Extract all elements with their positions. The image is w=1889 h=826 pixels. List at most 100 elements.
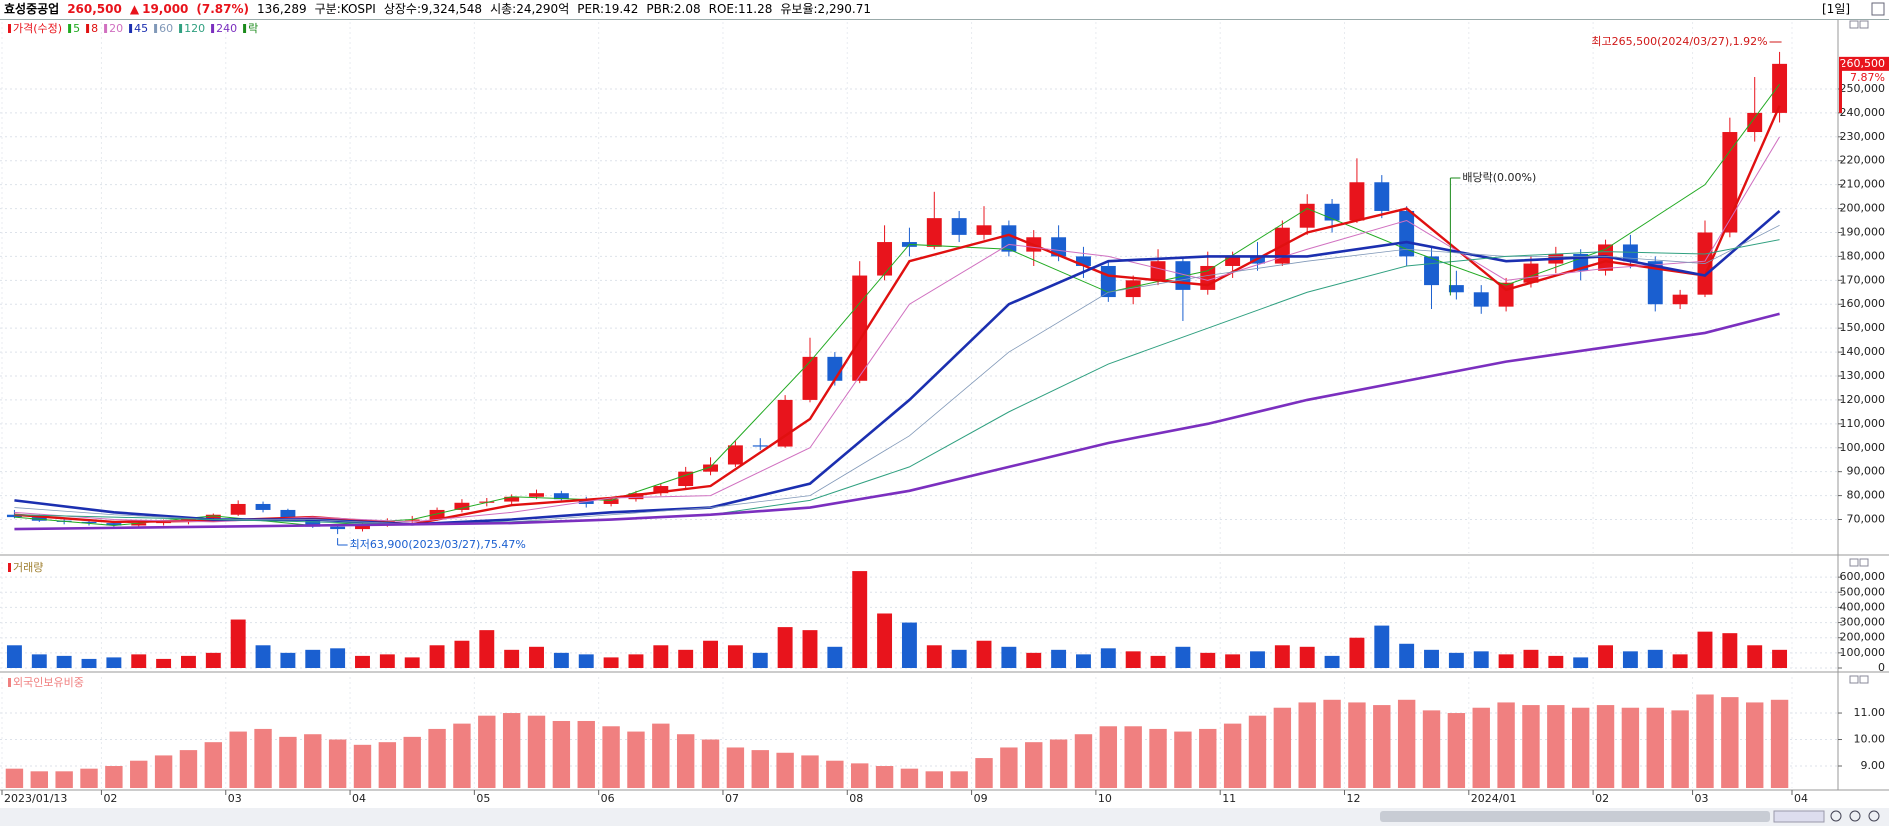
candle-body [1523, 263, 1539, 283]
foreign-bar [751, 750, 769, 788]
ma-line [14, 136, 1780, 523]
zoom-slider[interactable] [1773, 810, 1825, 823]
legend-swatch [86, 24, 90, 33]
volume-bar [1324, 655, 1340, 668]
volume-bar [727, 645, 743, 668]
panel-btn[interactable] [1849, 20, 1859, 29]
y-tick-label: 250,000 [1840, 82, 1886, 95]
foreign-bar [1472, 707, 1490, 788]
volume-bar [1424, 649, 1439, 668]
y-tick-label: 210,000 [1840, 178, 1886, 191]
zoom-icon[interactable] [1868, 810, 1880, 822]
legend-label: 8 [91, 22, 98, 35]
foreign-bar [776, 752, 794, 788]
volume-bar [1473, 651, 1489, 668]
cap: 시총:24,290억 [490, 2, 570, 16]
x-tick-label: 03 [228, 792, 242, 805]
foreign-bar [1621, 707, 1640, 788]
candle-body [429, 509, 445, 520]
volume-bar [603, 657, 619, 668]
foreign-bar [627, 731, 645, 788]
candle-body [727, 445, 743, 465]
foreign-bar [428, 728, 446, 788]
low-annotation: 최저63,900(2023/03/27),75.47% [350, 538, 526, 551]
y-tick-label: 120,000 [1840, 393, 1886, 406]
volume-bar [703, 640, 718, 668]
volume-bar [827, 646, 843, 668]
foreign-bar [1348, 702, 1366, 788]
panel-btn[interactable] [1859, 558, 1869, 567]
volume-bar [529, 646, 544, 668]
legend-label: 5 [73, 22, 80, 35]
pbr: PBR:2.08 [646, 2, 701, 16]
foreign-bar [502, 713, 521, 788]
candle-body [852, 275, 868, 381]
y-tick-label: 180,000 [1840, 249, 1886, 262]
panel-btn[interactable] [1849, 675, 1859, 684]
candle-body [1448, 285, 1464, 293]
foreign-bar [1000, 747, 1018, 788]
foreign-bar [801, 755, 819, 788]
candle-body [703, 464, 718, 472]
candle-body [504, 496, 520, 502]
candle-body [1225, 256, 1241, 266]
volume-bar [1100, 648, 1116, 668]
y-tick-label: 0 [1878, 661, 1885, 674]
volume-bar [1622, 651, 1638, 668]
x-tick-label: 2024/01 [1471, 792, 1517, 805]
volume-bar [901, 622, 917, 668]
legend-swatch [211, 24, 215, 33]
price: 260,500 [67, 2, 122, 16]
candle-body [827, 356, 843, 381]
foreign-bar [676, 734, 695, 788]
candle-body [454, 502, 470, 510]
panel-title: 거래량 [13, 561, 43, 574]
zoom-icon[interactable] [1849, 810, 1861, 822]
volume-bar [1200, 652, 1216, 668]
y-tick-label: 140,000 [1840, 345, 1886, 358]
candle-body [1299, 203, 1315, 228]
legend-swatch [8, 678, 11, 687]
volume-bar [230, 619, 246, 668]
candle-body [1622, 244, 1638, 262]
foreign-bar [925, 771, 943, 788]
y-tick-label: 100,000 [1840, 441, 1886, 454]
scrollbar[interactable] [1380, 811, 1770, 822]
volume-bar [951, 649, 967, 668]
volume-bar [1274, 645, 1290, 668]
candle-body [1374, 182, 1390, 211]
foreign-bar [577, 720, 595, 788]
volume-bar [255, 645, 271, 668]
candle-body [678, 471, 694, 487]
foreign-bar [1099, 726, 1118, 788]
volume-bar [1250, 651, 1265, 668]
candle-body [1076, 256, 1091, 266]
y-tick-label: 200,000 [1840, 202, 1886, 215]
zoom-icon[interactable] [1830, 810, 1842, 822]
panel-title: 외국인보유비중 [13, 676, 84, 689]
panel-btn[interactable] [1849, 558, 1859, 567]
volume-bar [205, 652, 221, 668]
y-tick-label: 240,000 [1840, 106, 1886, 119]
volume-bar [355, 655, 370, 668]
candle-body [404, 519, 420, 521]
close-btn[interactable] [1871, 2, 1885, 16]
volume-bar [1051, 649, 1067, 668]
foreign-bar [875, 766, 894, 788]
panel-btn[interactable] [1859, 675, 1869, 684]
legend-swatch [129, 24, 133, 33]
candle-body [1424, 256, 1439, 286]
foreign-bar [1696, 694, 1714, 788]
foreign-bar [304, 734, 322, 788]
volume-bar [131, 654, 147, 668]
volume-bar [1175, 646, 1191, 668]
foreign-bar [1174, 731, 1192, 788]
volume-bar [1523, 649, 1539, 668]
x-tick-label: 03 [1695, 792, 1709, 805]
y-tick-label: 600,000 [1840, 570, 1886, 583]
panel-btn[interactable] [1859, 20, 1869, 29]
volume-bar [578, 654, 594, 668]
foreign-bar [378, 742, 397, 788]
period[interactable]: [1일] [1822, 2, 1851, 16]
legend-label: 20 [109, 22, 123, 35]
